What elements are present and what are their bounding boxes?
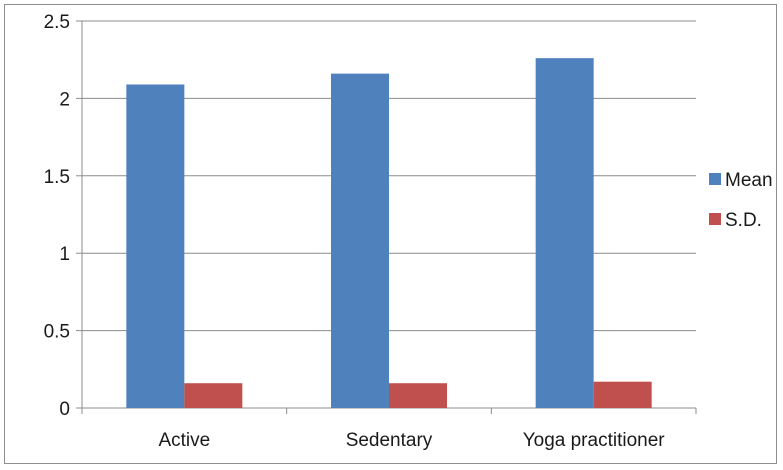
x-tick-label: Sedentary xyxy=(346,430,433,451)
bar-mean-sedentary xyxy=(331,73,389,409)
legend: Mean S.D. xyxy=(709,170,773,231)
x-tick-label: Active xyxy=(158,430,210,451)
legend-label: Mean xyxy=(725,170,773,191)
y-tick-label: 0 xyxy=(59,399,70,420)
y-tick-label: 1 xyxy=(59,244,70,265)
legend-swatch xyxy=(709,213,721,225)
bar-sd-sedentary xyxy=(389,383,447,408)
y-tick-label: 2 xyxy=(59,89,70,110)
tick-labels: 0 0.5 1 1.5 2 2.5 Active Sedentary Yoga practiti… xyxy=(44,12,666,451)
y-tick-label: 1.5 xyxy=(44,167,70,188)
legend-label: S.D. xyxy=(725,210,762,231)
bar-sd-active xyxy=(184,383,243,408)
y-tick-label: 0.5 xyxy=(44,322,70,343)
x-tick-label: Yoga practitioner xyxy=(523,430,666,451)
y-tick-label: 2.5 xyxy=(44,12,70,33)
legend-swatch xyxy=(709,173,721,185)
bars xyxy=(126,58,652,409)
bar-mean-active xyxy=(126,84,185,408)
bar-sd-yoga-practitioner xyxy=(593,381,652,408)
bar-mean-yoga-practitioner xyxy=(535,58,594,408)
